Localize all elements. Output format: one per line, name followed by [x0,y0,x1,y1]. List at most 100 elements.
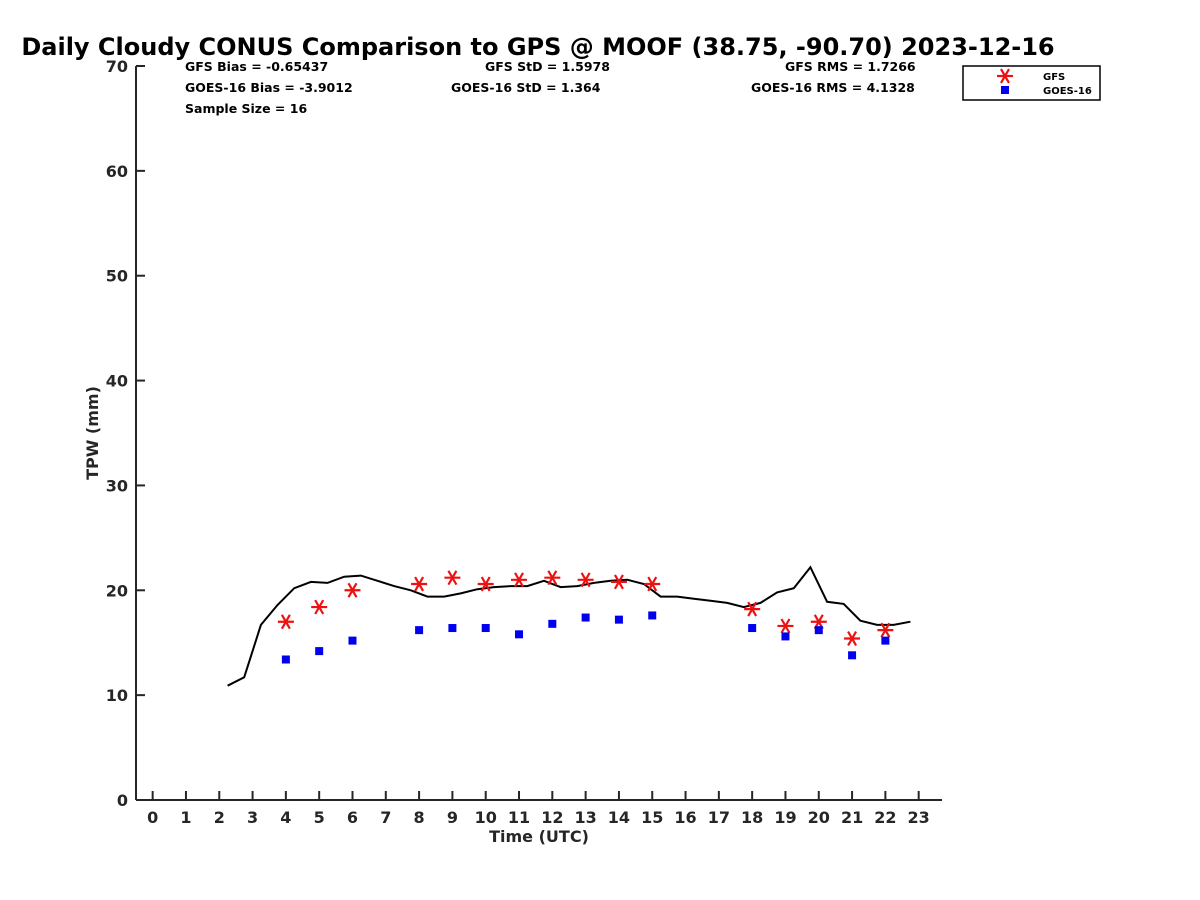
stat-gfs-rms: GFS RMS = 1.7266 [785,59,916,74]
x-tick-label: 22 [874,808,896,827]
x-tick-label: 16 [674,808,696,827]
goes16-point [415,626,424,635]
x-tick-label: 19 [774,808,796,827]
gfs-point [344,582,361,598]
stat-gfs-std: GFS StD = 1.5978 [485,59,610,74]
legend-goes16-marker [1001,86,1009,94]
goes16-point [781,632,790,641]
stat-goes-rms: GOES-16 RMS = 4.1328 [751,80,915,95]
x-tick-label: 23 [908,808,930,827]
x-tick-label: 0 [147,808,158,827]
x-tick-label: 1 [180,808,191,827]
legend-label-gfs: GFS [1043,72,1065,83]
gfs-point-stroke [613,574,624,590]
stat-goes-std: GOES-16 StD = 1.364 [451,80,601,95]
goes16-point [448,624,457,633]
gfs-point [844,631,861,646]
y-tick-label: 30 [106,476,128,495]
x-tick-label: 5 [314,808,325,827]
gfs-point [444,570,461,586]
goes16-point [648,611,657,620]
goes16-point [515,630,524,639]
legend-gfs-marker [997,68,1013,84]
gfs-point-stroke [580,572,591,588]
goes16-point [548,619,557,628]
x-tick-label: 4 [280,808,291,827]
y-ticks: 0 10 20 30 40 50 60 70 [106,57,145,810]
gfs-point [644,576,661,592]
gfs-point [411,576,428,592]
x-tick-label: 15 [641,808,663,827]
x-tick-label: 8 [414,808,425,827]
gfs-point-stroke [314,599,325,615]
stats-block: GFS Bias = -0.65437 GFS StD = 1.5978 GFS… [185,59,916,116]
y-tick-label: 0 [117,791,128,810]
goes16-point [281,655,290,664]
gfs-point [544,570,561,586]
legend-marks [997,68,1013,94]
y-tick-label: 50 [106,267,128,286]
gfs-point [610,574,627,590]
y-tick-label: 20 [106,581,128,600]
gfs-point-stroke [780,618,791,634]
x-ticks: 0 1 2 3 4 5 6 7 8 9 10 11 12 13 14 15 16 17 18 19 20 21 22 23 [147,791,930,827]
x-tick-label: 21 [841,808,863,827]
goes16-point [348,636,357,645]
y-tick-label: 10 [106,686,128,705]
goes16-point [315,647,324,656]
stat-gfs-bias: GFS Bias = -0.65437 [185,59,328,74]
gfs-point [477,576,494,592]
plot-area [227,565,911,687]
x-tick-label: 14 [608,808,630,827]
gfs-point-stroke [647,576,658,592]
stat-sample-size: Sample Size = 16 [185,101,307,116]
x-tick-label: 12 [541,808,563,827]
legend-label-goes16: GOES-16 [1043,86,1092,97]
legend-gfs-marker-stroke [1000,68,1010,84]
gfs-point [311,599,328,615]
gfs-point [511,572,528,588]
y-tick-label: 70 [106,57,128,76]
chart-title: Daily Cloudy CONUS Comparison to GPS @ M… [21,33,1054,61]
x-tick-label: 2 [214,808,225,827]
gfs-point-stroke [447,570,458,586]
x-tick-label: 17 [708,808,730,827]
goes16-point [581,613,590,622]
gfs-point [744,601,761,617]
x-tick-label: 6 [347,808,358,827]
x-tick-label: 13 [574,808,596,827]
goes16-point [614,615,623,624]
y-tick-label: 40 [106,372,128,391]
x-tick-label: 20 [808,808,830,827]
x-axis-label: Time (UTC) [489,827,589,846]
y-tick-label: 60 [106,162,128,181]
goes16-point [748,624,757,633]
gfs-point-stroke [480,576,491,592]
gfs-point-stroke [347,582,358,598]
legend-box [962,65,1101,101]
goes16-point [481,624,490,633]
x-tick-label: 10 [475,808,497,827]
x-tick-label: 11 [508,808,530,827]
legend: GFS GOES-16 [962,65,1101,101]
gfs-point-stroke [747,601,758,617]
x-tick-label: 7 [380,808,391,827]
gfs-point-stroke [414,576,425,592]
gfs-point [577,572,594,588]
y-axis-label: TPW (mm) [83,386,102,480]
goes16-point [814,626,823,635]
gfs-point [277,614,294,630]
gfs-point-stroke [547,570,558,586]
stat-goes-bias: GOES-16 Bias = -3.9012 [185,80,353,95]
x-tick-label: 3 [247,808,258,827]
x-tick-label: 9 [447,808,458,827]
gfs-point-stroke [514,572,524,588]
gfs-point-stroke [847,631,858,646]
gfs-point-stroke [280,614,291,630]
gps-series-line [227,565,911,687]
goes16-point [881,636,890,645]
axes [135,66,942,801]
gfs-point-stroke [880,622,891,638]
x-tick-label: 18 [741,808,763,827]
